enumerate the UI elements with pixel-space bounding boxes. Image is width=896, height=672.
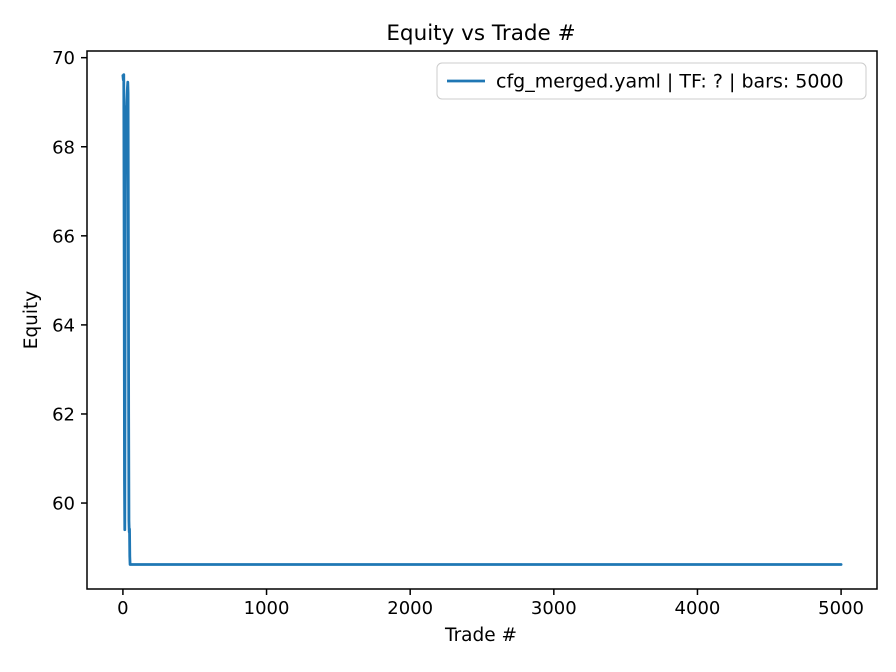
x-tick-label: 3000 [531, 598, 577, 619]
equity-line-series [121, 73, 843, 566]
x-tick-label: 5000 [818, 598, 864, 619]
legend-entry-label: cfg_merged.yaml | TF: ? | bars: 5000 [496, 71, 844, 93]
y-tick-label: 60 [52, 494, 75, 515]
chart-title: Equity vs Trade # [386, 21, 575, 46]
y-tick-label: 66 [52, 226, 75, 247]
x-tick-label: 1000 [244, 598, 290, 619]
y-tick-label: 62 [52, 404, 75, 425]
x-tick-label: 4000 [675, 598, 721, 619]
y-axis-ticks: 60 62 64 66 68 70 [52, 48, 87, 515]
plot-area-spines [86, 50, 878, 590]
x-axis-ticks: 0 1000 2000 3000 4000 5000 [117, 589, 864, 619]
y-tick-label: 64 [52, 315, 75, 336]
y-axis-label: Equity [21, 291, 42, 350]
x-tick-label: 0 [117, 598, 128, 619]
y-tick-label: 68 [52, 137, 75, 158]
y-tick-label: 70 [52, 48, 75, 69]
legend-box: cfg_merged.yaml | TF: ? | bars: 5000 [436, 62, 867, 100]
x-axis-label: Trade # [444, 625, 517, 646]
x-tick-label: 2000 [387, 598, 433, 619]
legend-frame [436, 62, 867, 100]
